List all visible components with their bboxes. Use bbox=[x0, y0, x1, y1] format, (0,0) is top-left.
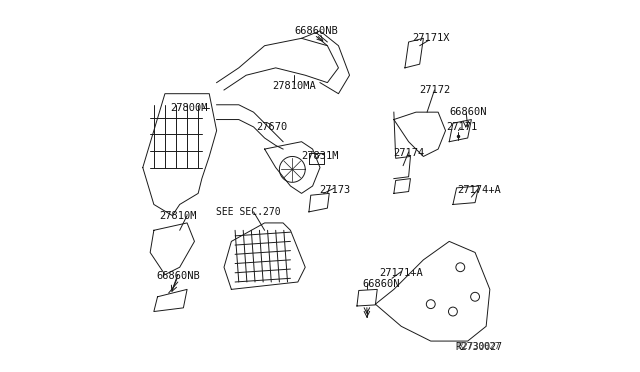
Text: 27171+A: 27171+A bbox=[380, 268, 423, 278]
Text: 27800M: 27800M bbox=[170, 103, 207, 113]
Text: 27171: 27171 bbox=[447, 122, 478, 132]
Text: 27810M: 27810M bbox=[159, 211, 196, 221]
Text: 66860NB: 66860NB bbox=[294, 26, 338, 36]
Text: 66860N: 66860N bbox=[362, 279, 399, 289]
Text: 27810MA: 27810MA bbox=[272, 81, 316, 91]
Text: 27174: 27174 bbox=[393, 148, 424, 158]
Text: SEE SEC.270: SEE SEC.270 bbox=[216, 207, 280, 217]
Text: 27171X: 27171X bbox=[412, 33, 449, 43]
Text: 66860NB: 66860NB bbox=[156, 272, 200, 282]
Text: 27172: 27172 bbox=[419, 85, 450, 95]
Text: 27831M: 27831M bbox=[301, 151, 339, 161]
Text: 27173: 27173 bbox=[319, 185, 350, 195]
Text: 27670: 27670 bbox=[257, 122, 287, 132]
Text: 27174+A: 27174+A bbox=[457, 185, 500, 195]
Text: 66860N: 66860N bbox=[449, 107, 486, 117]
Text: R2730027: R2730027 bbox=[457, 342, 500, 351]
Text: R2730027: R2730027 bbox=[455, 341, 502, 352]
